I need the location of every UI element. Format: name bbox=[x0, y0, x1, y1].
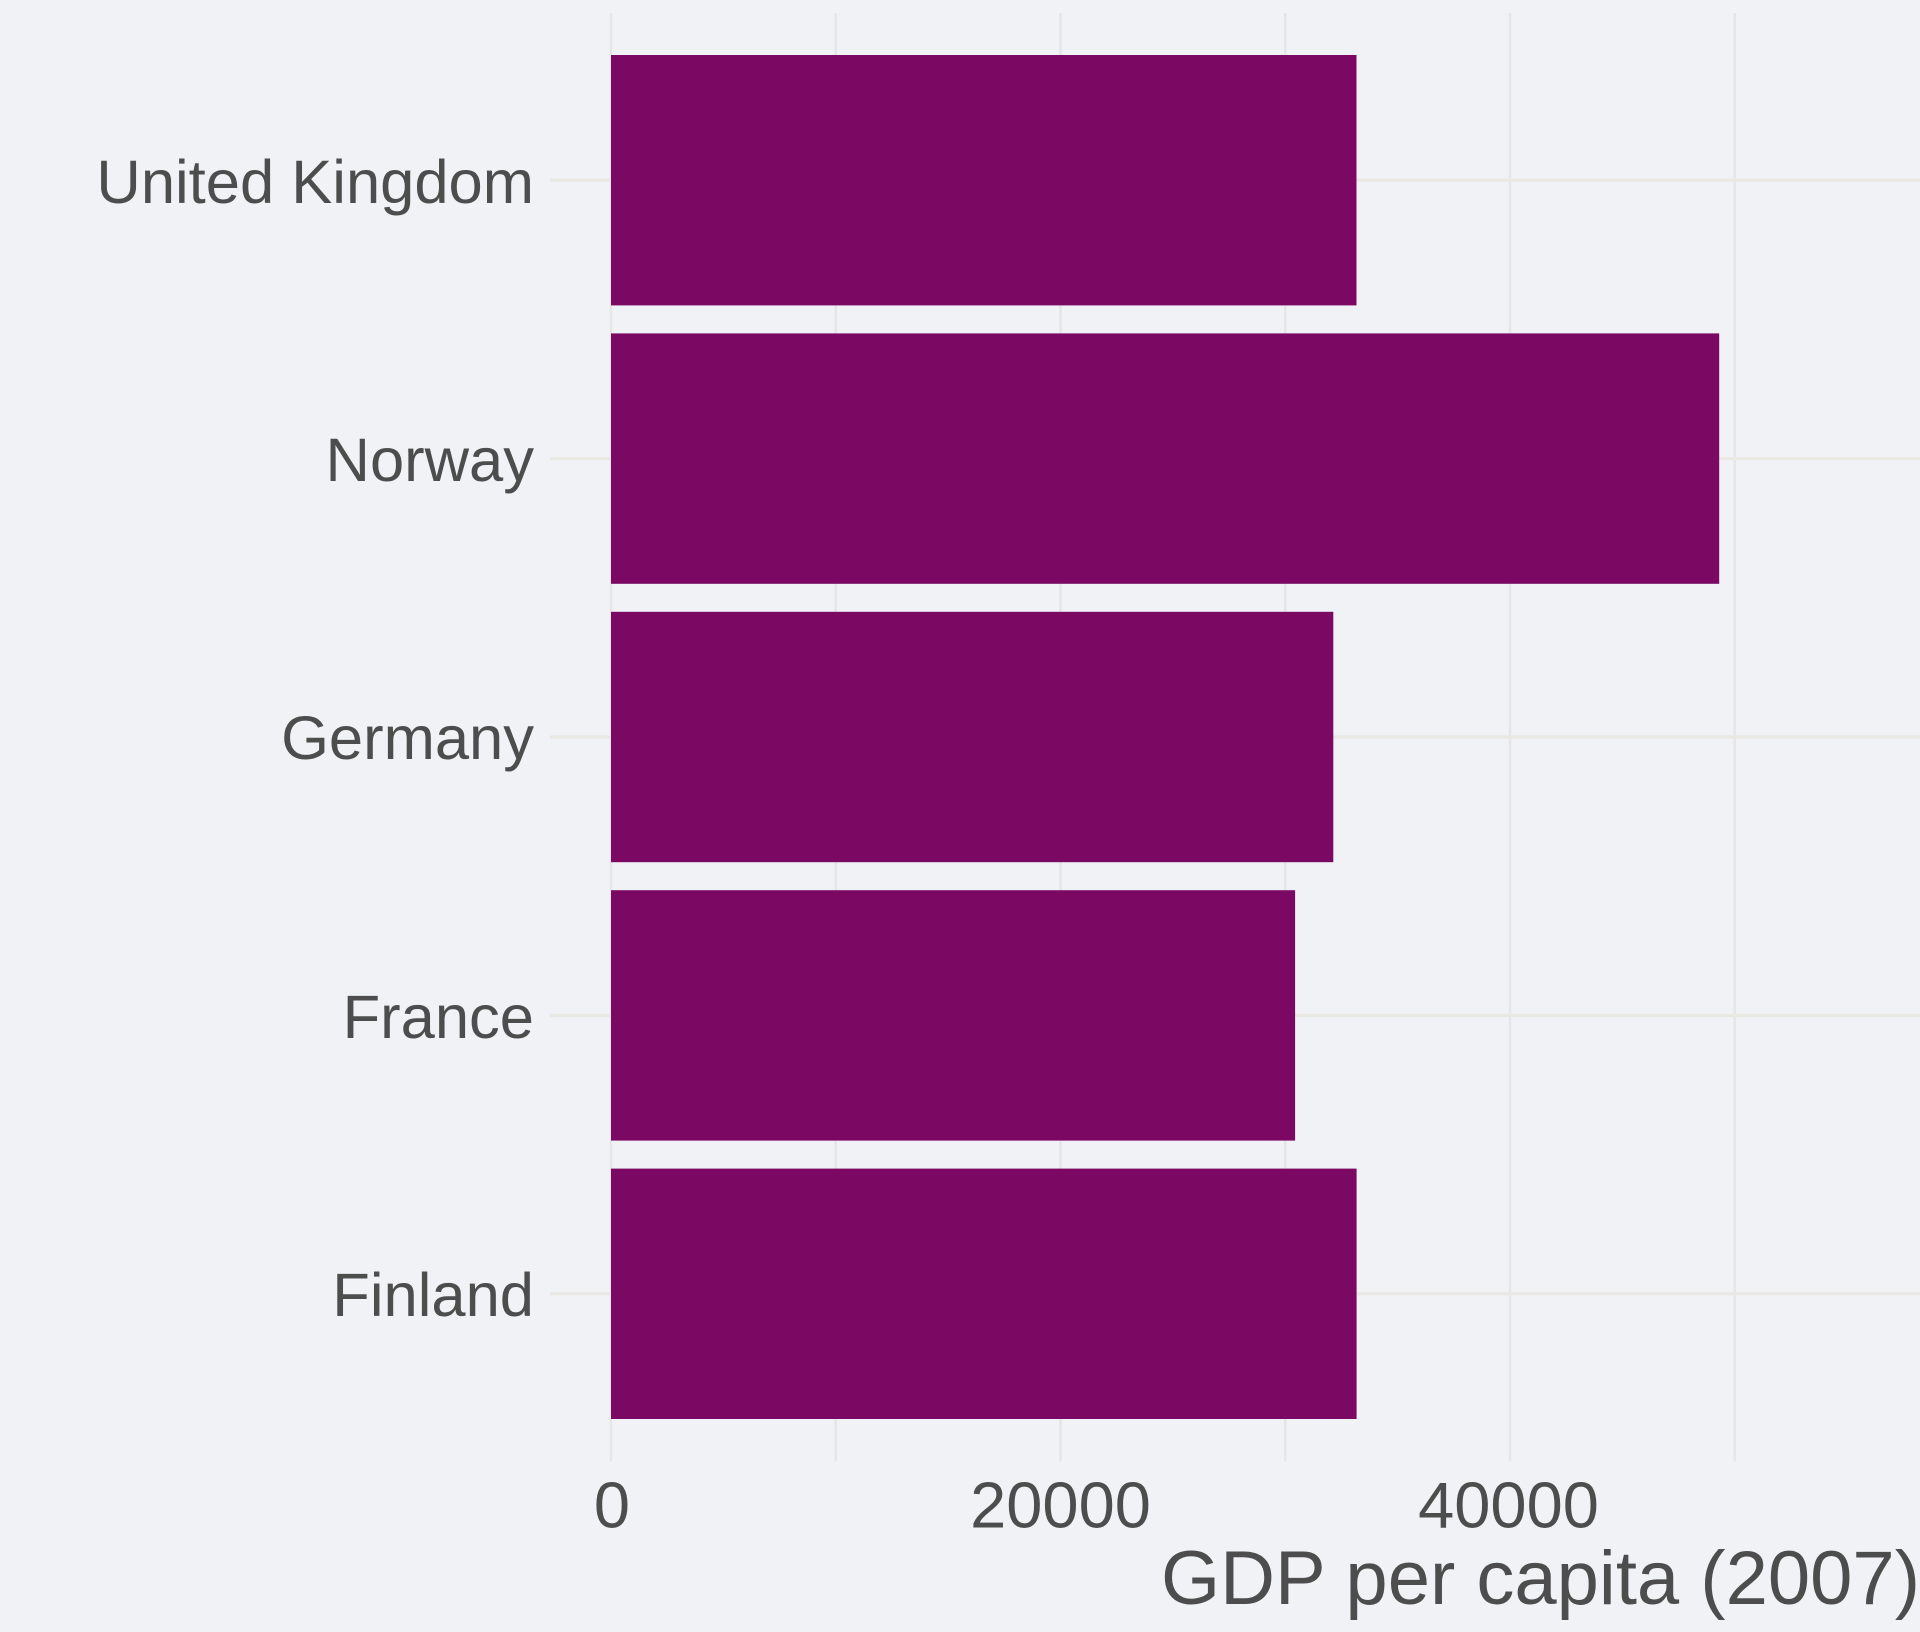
svg-text:GDP per capita (2007): GDP per capita (2007) bbox=[1161, 1536, 1920, 1621]
svg-text:Norway: Norway bbox=[326, 426, 535, 495]
svg-text:Finland: Finland bbox=[332, 1261, 534, 1330]
svg-text:United Kingdom: United Kingdom bbox=[96, 148, 534, 217]
svg-text:0: 0 bbox=[594, 1469, 630, 1542]
svg-text:Germany: Germany bbox=[281, 704, 534, 773]
svg-text:20000: 20000 bbox=[970, 1469, 1151, 1542]
svg-text:France: France bbox=[343, 983, 534, 1052]
svg-text:40000: 40000 bbox=[1418, 1469, 1599, 1542]
